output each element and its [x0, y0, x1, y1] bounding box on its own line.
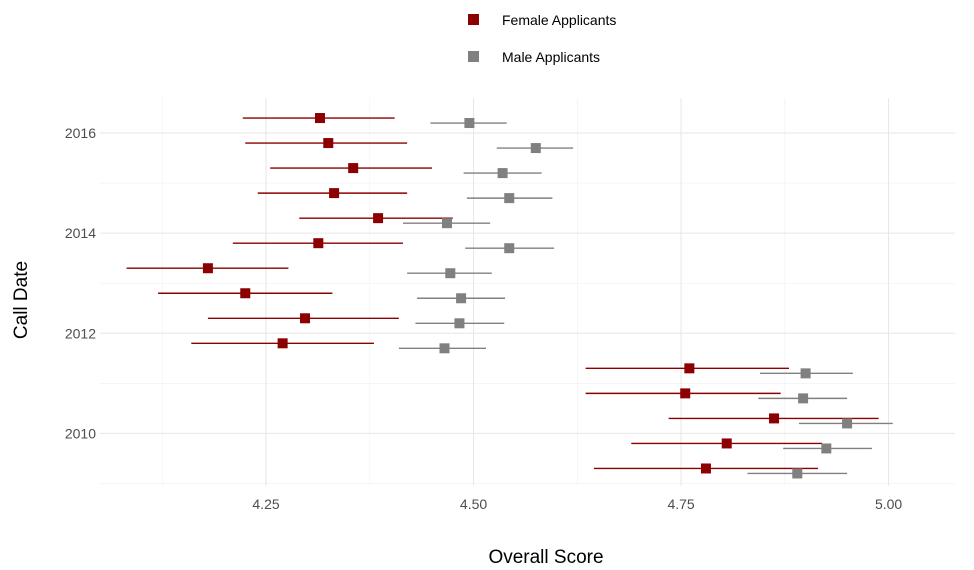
data-point: [240, 288, 251, 299]
data-point: [373, 213, 384, 224]
data-point: [445, 268, 456, 279]
series-female: [126, 113, 879, 474]
data-point: [277, 338, 288, 349]
y-tick-label: 2010: [65, 425, 96, 441]
data-point: [313, 238, 324, 249]
x-axis-ticks: 4.25 4.50 4.75 5.00: [252, 496, 902, 512]
data-point: [464, 118, 475, 129]
data-point: [314, 113, 325, 124]
data-point: [792, 468, 803, 479]
data-point: [348, 163, 359, 174]
data-point: [821, 443, 832, 454]
data-point: [202, 263, 213, 274]
y-tick-label: 2016: [65, 125, 96, 141]
data-point: [497, 168, 508, 179]
data-point: [530, 143, 541, 154]
data-point: [721, 438, 732, 449]
x-tick-label: 5.00: [875, 496, 902, 512]
data-point: [456, 293, 467, 304]
y-axis-ticks: 2010 2012 2014 2016: [65, 125, 96, 441]
data-point: [680, 388, 691, 399]
data-point: [300, 313, 311, 324]
x-axis-title: Overall Score: [488, 547, 603, 568]
data-point: [842, 418, 853, 429]
data-point: [439, 343, 450, 354]
minor-gridlines: [100, 98, 955, 486]
data-point: [700, 463, 711, 474]
data-point: [504, 243, 515, 254]
y-axis-title: Call Date: [11, 261, 32, 339]
major-gridlines: [100, 98, 955, 486]
y-tick-label: 2012: [65, 325, 96, 341]
x-tick-label: 4.50: [460, 496, 487, 512]
data-point: [441, 218, 452, 229]
legend-swatch-male: [468, 51, 479, 62]
x-tick-label: 4.25: [252, 496, 279, 512]
data-point: [769, 413, 780, 424]
data-point: [329, 188, 340, 199]
data-point: [800, 368, 811, 379]
series-male: [398, 118, 893, 479]
data-point: [454, 318, 465, 329]
legend: Female Applicants Male Applicants: [468, 12, 616, 65]
data-point: [323, 138, 334, 149]
x-tick-label: 4.75: [667, 496, 694, 512]
legend-swatch-female: [468, 14, 479, 25]
series-layer: [126, 113, 893, 479]
y-tick-label: 2014: [65, 225, 96, 241]
data-point: [798, 393, 809, 404]
data-point: [504, 193, 515, 204]
data-point: [684, 363, 695, 374]
legend-label-female: Female Applicants: [502, 12, 616, 28]
legend-label-male: Male Applicants: [502, 49, 600, 65]
